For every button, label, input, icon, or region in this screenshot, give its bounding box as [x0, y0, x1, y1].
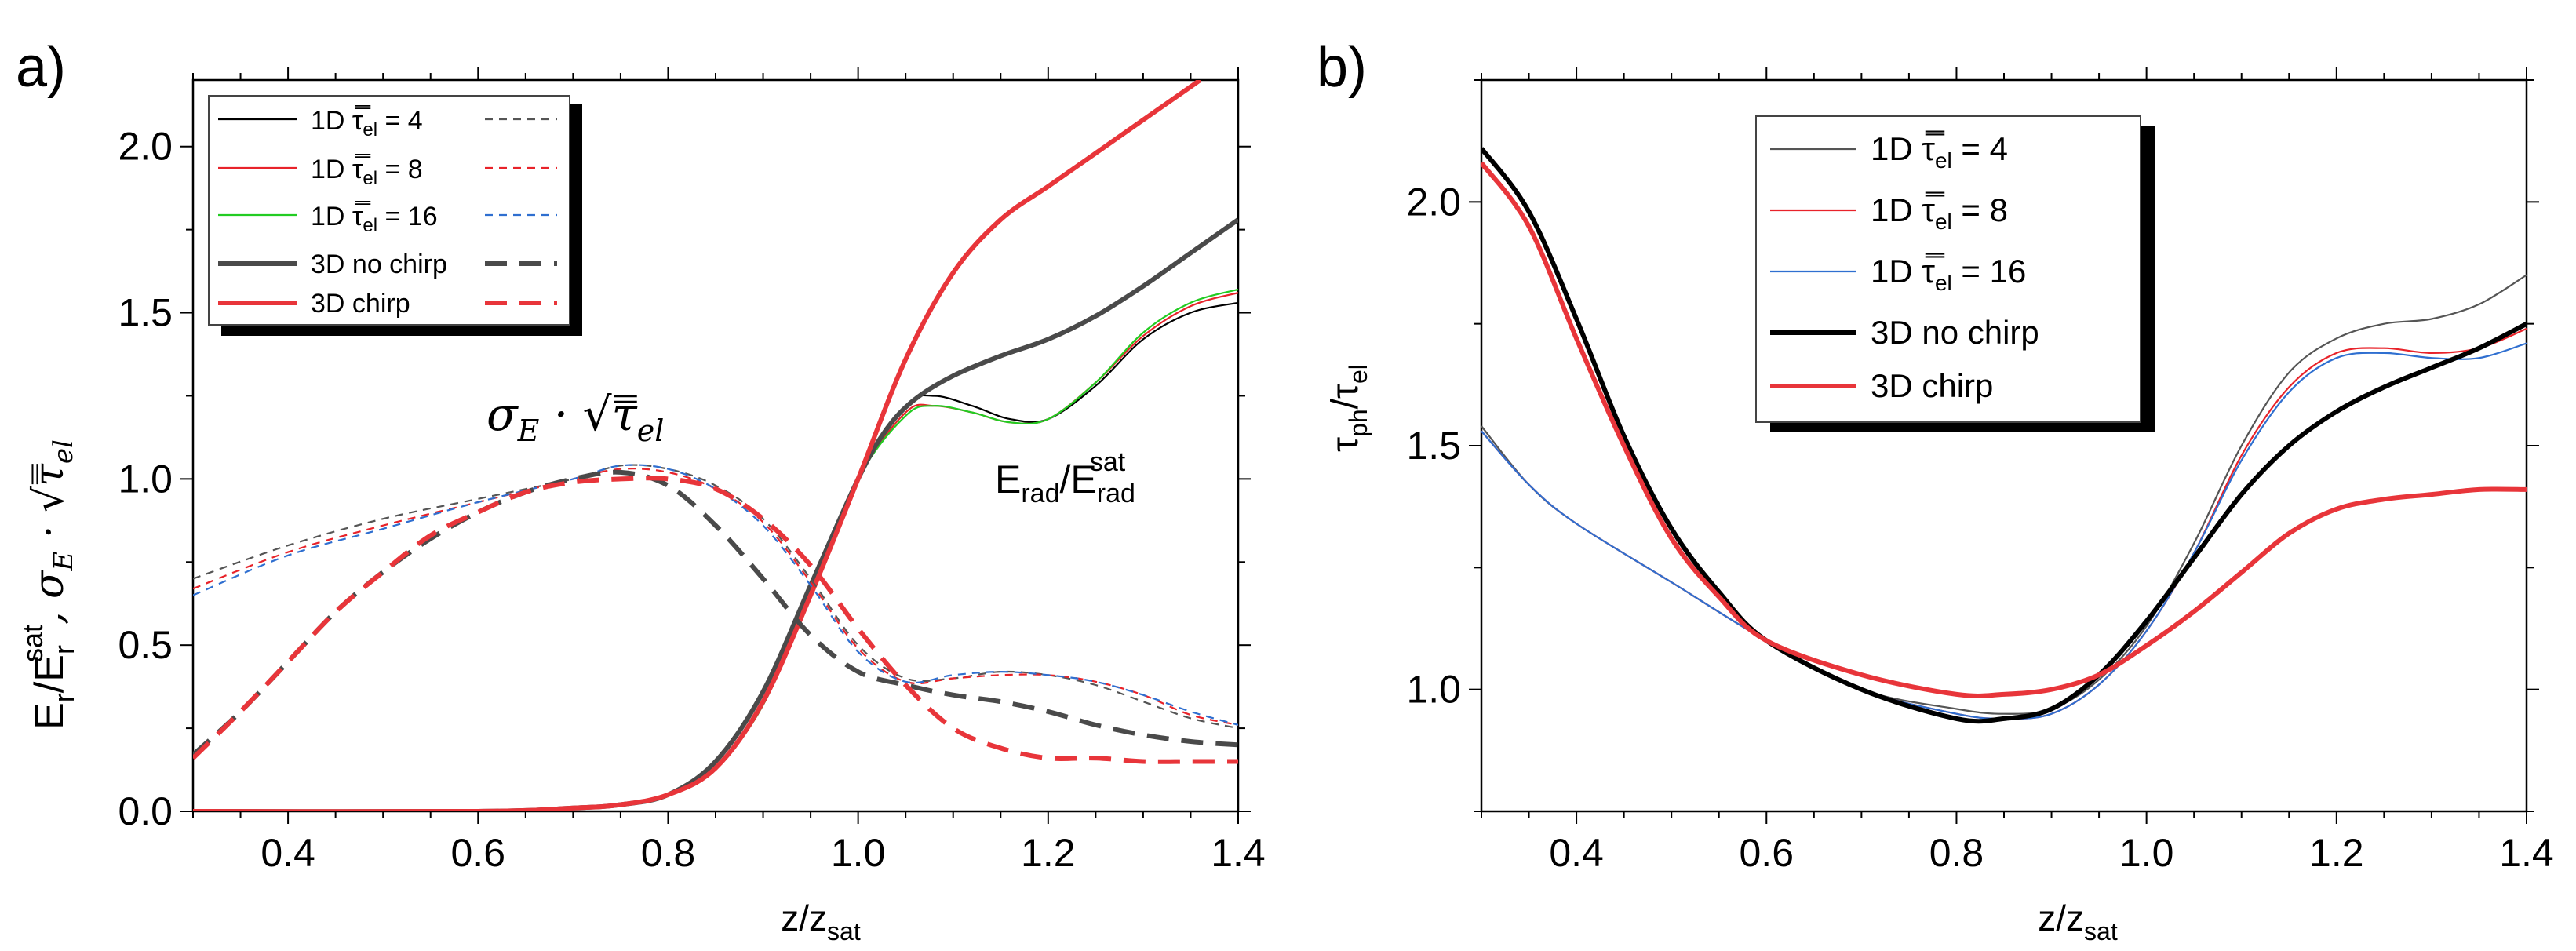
x-tick-label: 0.8	[641, 831, 696, 875]
x-tick-label: 1.0	[2119, 831, 2174, 875]
series-line	[193, 468, 1238, 726]
panel-a-series	[193, 80, 1238, 811]
series-line	[1481, 161, 2527, 698]
x-tick-label: 1.2	[2309, 831, 2364, 875]
series-line	[193, 80, 1202, 811]
panel-a-legend: 1D τ̿el = 4 1D τ̿el = 8 1D τ̿el = 16 3D …	[208, 95, 582, 336]
panel-b-label: b)	[1317, 36, 1367, 99]
series-line	[193, 476, 1238, 764]
series-line	[193, 469, 1238, 757]
panel-b: b) 0.4 0.6 0.8 1.0 1.2 1.4 1.0 1.5 2.0 τph/τel z…	[1317, 36, 2554, 946]
annotation-sigma-e: σE · √τ̿el	[486, 388, 664, 448]
panel-b-axes: 0.4 0.6 0.8 1.0 1.2 1.4 1.0 1.5 2.0	[1406, 67, 2554, 875]
legend-label: 3D no chirp	[1871, 314, 2039, 351]
legend-label: 1D τ̿el = 16	[1871, 252, 2026, 295]
x-tick-label: 1.4	[2499, 831, 2554, 875]
x-tick-label: 0.6	[1740, 831, 1794, 875]
panel-b-xlabel: z/zsat	[2038, 898, 2118, 946]
y-tick-label: 0.5	[118, 623, 173, 667]
legend-entry: 1D τ̿el = 16	[1770, 252, 2026, 295]
panel-b-ylabel: τph/τel	[1324, 364, 1372, 452]
y-tick-label: 1.0	[1406, 668, 1461, 712]
legend-entry: 3D no chirp	[218, 250, 557, 279]
legend-label: 3D chirp	[1871, 367, 1993, 404]
legend-label: 3D chirp	[311, 289, 410, 319]
legend-label: 1D τ̿el = 16	[311, 202, 438, 236]
x-tick-label: 1.0	[831, 831, 886, 875]
series-line	[193, 301, 1238, 811]
legend-entry: 3D no chirp	[1770, 314, 2039, 351]
x-tick-label: 0.4	[261, 831, 315, 875]
legend-label: 1D τ̿el = 8	[311, 155, 423, 189]
series-line	[193, 292, 1238, 811]
series-line	[1481, 147, 2527, 724]
legend-box	[1755, 115, 2141, 423]
y-tick-label: 1.5	[1406, 424, 1461, 468]
legend-entry: 1D τ̿el = 8	[1770, 191, 2008, 234]
panel-a-label: a)	[16, 36, 66, 99]
panel-b-legend: 1D τ̿el = 4 1D τ̿el = 8 1D τ̿el = 16 3D …	[1755, 115, 2155, 432]
annotation-e-rad: Erad/Eradsat	[995, 447, 1135, 508]
y-tick-label: 2.0	[118, 125, 173, 169]
panel-a-ylabel: Er/Ersat, σE · √τ̿el	[16, 439, 80, 730]
legend-entry: 1D τ̿el = 16	[218, 202, 557, 236]
legend-entry: 3D chirp	[1770, 367, 1993, 404]
legend-label: 1D τ̿el = 8	[1871, 191, 2008, 234]
series-line	[1481, 342, 2527, 720]
legend-entry: 1D τ̿el = 8	[218, 155, 557, 189]
x-tick-label: 0.8	[1929, 831, 1984, 875]
legend-entry: 1D τ̿el = 4	[1770, 129, 2008, 173]
series-line	[193, 288, 1238, 811]
legend-entry: 3D chirp	[218, 289, 557, 319]
panel-a-xlabel: z/zsat	[781, 898, 861, 946]
panel-a-axes: 0.4 0.6 0.8 1.0 1.2 1.4 0.0 0.5 1.0 1.5 2.0	[118, 67, 1266, 875]
panel-b-series	[1481, 147, 2527, 724]
series-line	[193, 464, 1238, 730]
x-tick-label: 0.4	[1549, 831, 1604, 875]
legend-label: 1D τ̿el = 4	[1871, 129, 2008, 173]
legend-label: 3D no chirp	[311, 250, 447, 279]
y-tick-label: 1.5	[118, 291, 173, 335]
panel-a: a) 0.4 0.6 0.8 1.0 1.2 1.4 0.0 0.5 1.0 1.5 2.0 Er/…	[16, 36, 1266, 946]
series-line	[193, 464, 1238, 726]
x-tick-label: 1.2	[1021, 831, 1076, 875]
x-tick-label: 1.4	[1211, 831, 1266, 875]
y-tick-label: 0.0	[118, 789, 173, 833]
x-tick-label: 0.6	[451, 831, 506, 875]
y-tick-label: 1.0	[118, 457, 173, 501]
y-tick-label: 2.0	[1406, 180, 1461, 224]
legend-box	[208, 95, 570, 326]
